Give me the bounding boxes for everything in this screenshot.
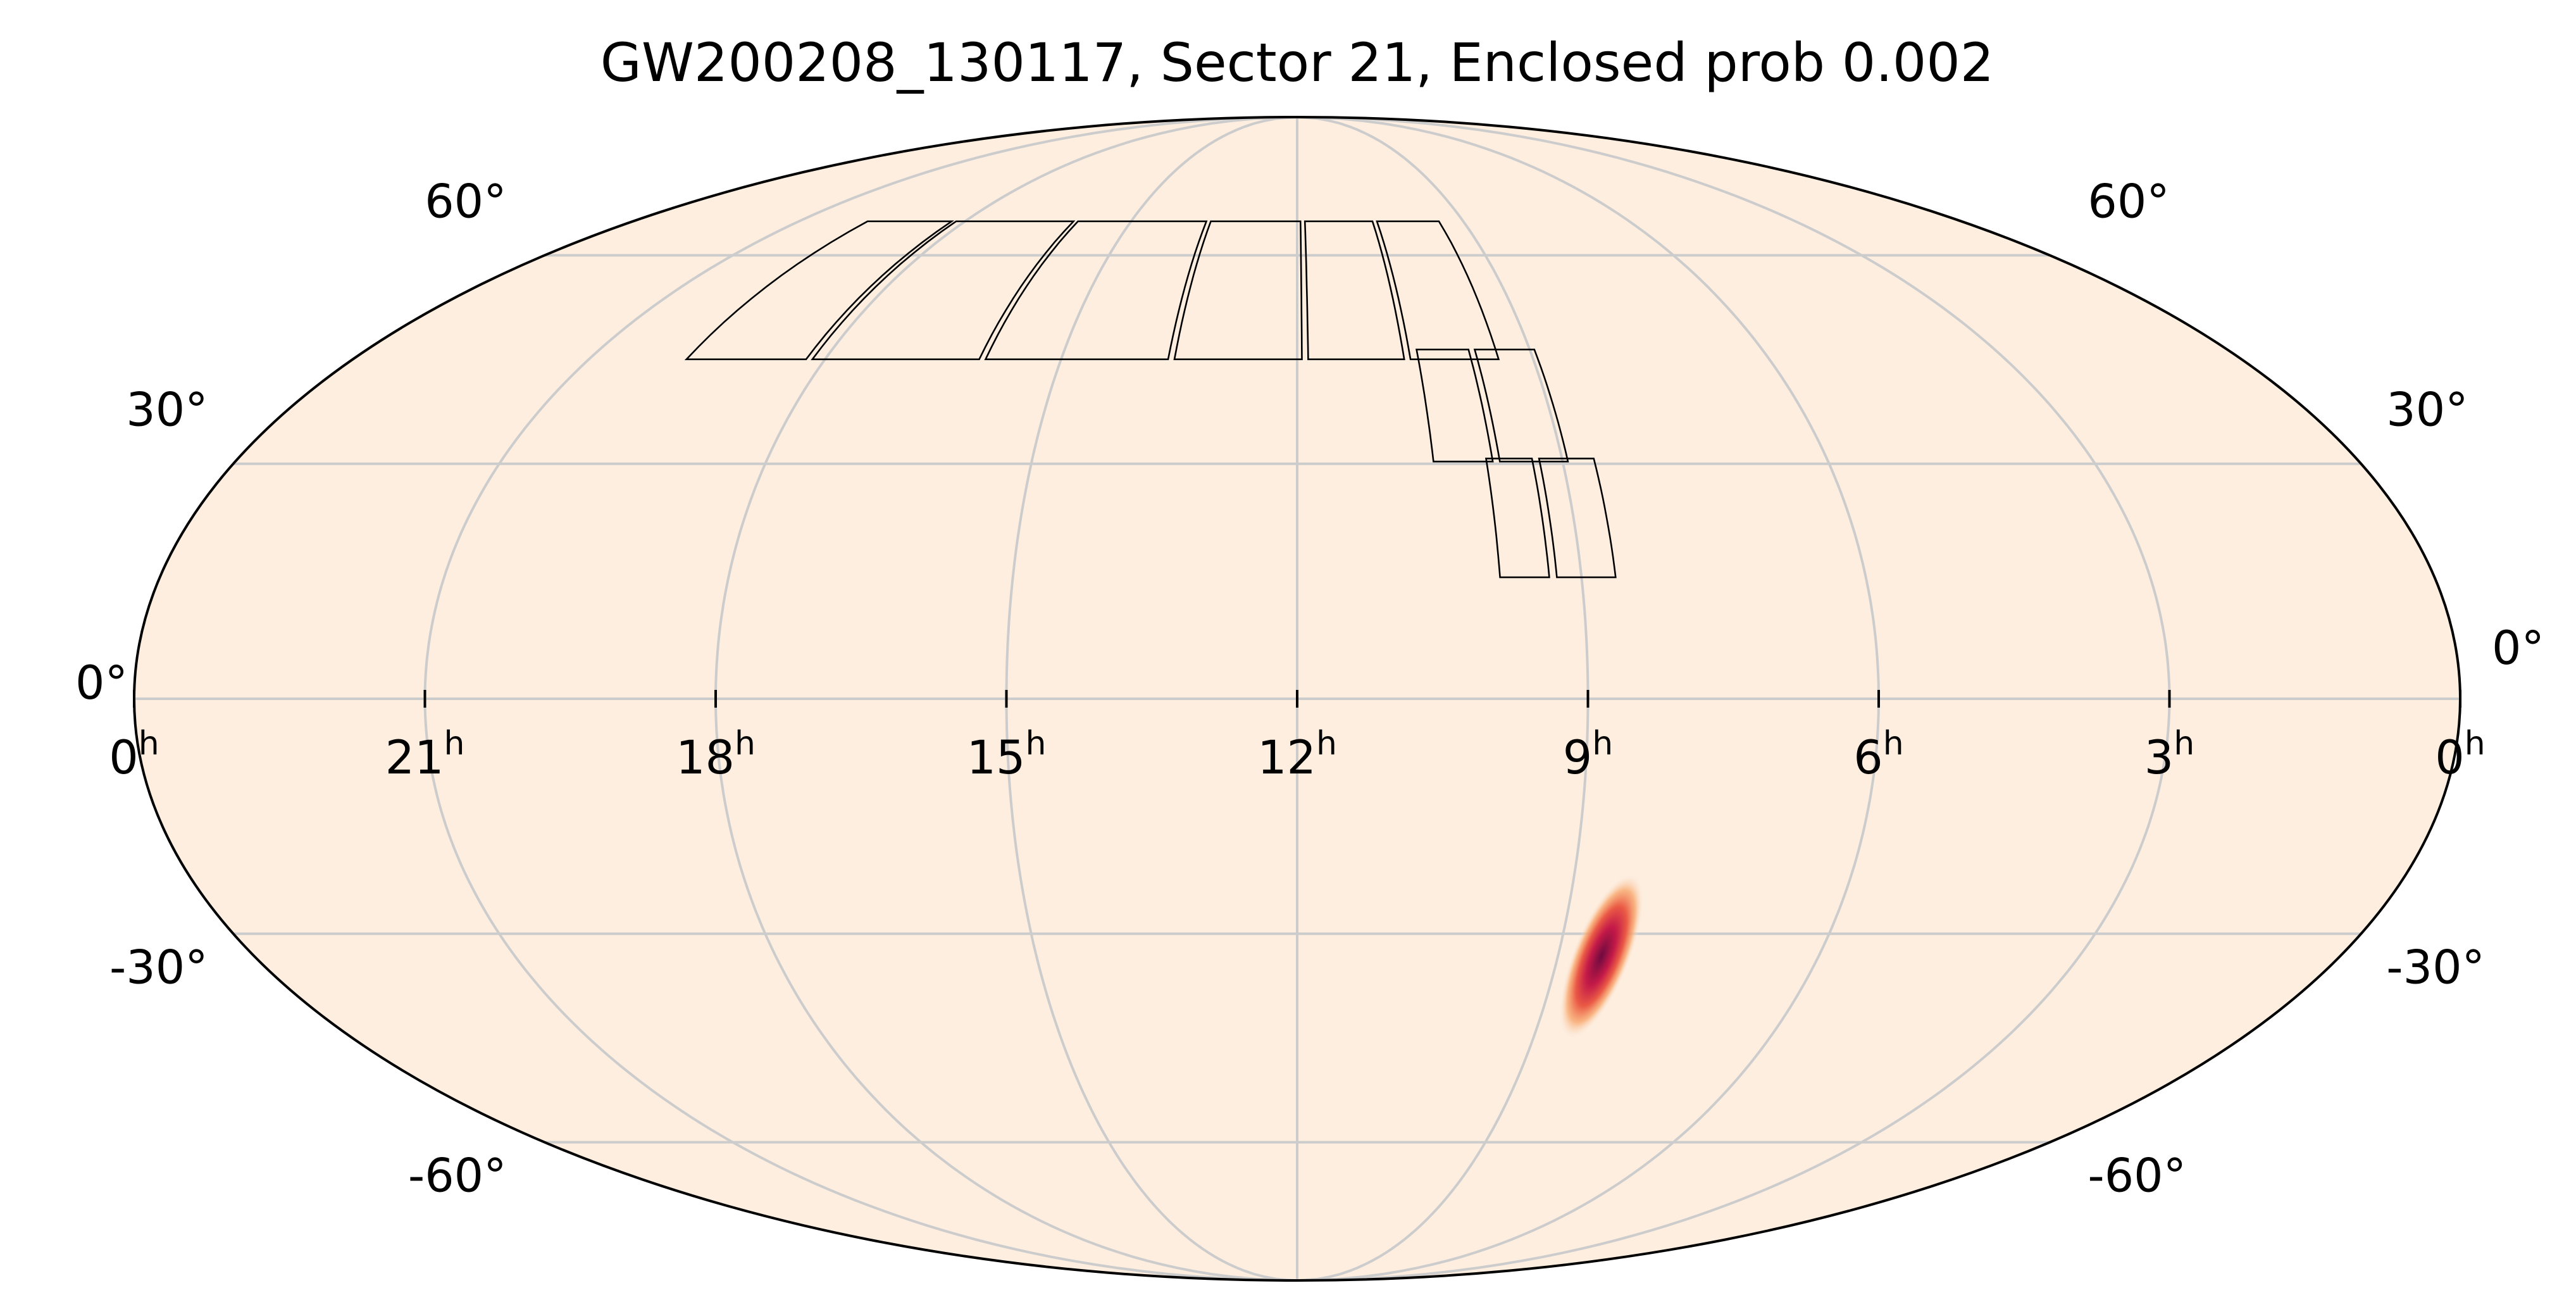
dec-tick-label: 0° bbox=[2492, 622, 2544, 675]
ra-tick-label: 9h bbox=[1563, 725, 1613, 785]
dec-tick-label: -30° bbox=[109, 941, 208, 994]
ra-tick-label: 15h bbox=[967, 725, 1047, 785]
ccd-footprint-cell bbox=[811, 220, 1076, 360]
probability-region bbox=[1559, 873, 1644, 1039]
dec-tick-label: 60° bbox=[2088, 175, 2169, 228]
chart-title: GW200208_130117, Sector 21, Enclosed pro… bbox=[600, 32, 1994, 94]
dec-tick-label: 0° bbox=[75, 656, 128, 710]
dec-tick-label: 30° bbox=[126, 384, 208, 437]
ra-tick-label: 18h bbox=[676, 725, 756, 785]
ra-tick-label: 0h bbox=[2435, 725, 2485, 785]
tess-footprint bbox=[684, 220, 1617, 579]
dec-tick-label: -60° bbox=[2088, 1149, 2186, 1203]
ccd-footprint-cell bbox=[1304, 220, 1405, 360]
ccd-footprint-cell bbox=[1173, 220, 1303, 360]
dec-tick-label: 60° bbox=[425, 175, 506, 228]
ccd-footprint-cell bbox=[984, 220, 1208, 360]
ccd-footprint-cell bbox=[1376, 220, 1500, 360]
ccd-footprint-cell bbox=[1416, 348, 1494, 463]
ccd-footprint-cell bbox=[1473, 348, 1569, 463]
dec-tick-label: 30° bbox=[2386, 384, 2468, 437]
ccd-footprint-cell bbox=[1538, 458, 1617, 579]
dec-tick-label: -30° bbox=[2386, 941, 2485, 994]
axis-ticks bbox=[133, 690, 2461, 708]
ccd-footprint-cell bbox=[1484, 458, 1550, 579]
dec-tick-label: -60° bbox=[408, 1149, 507, 1203]
probability-blob bbox=[1559, 873, 1644, 1039]
ccd-footprint-cell bbox=[684, 220, 955, 360]
